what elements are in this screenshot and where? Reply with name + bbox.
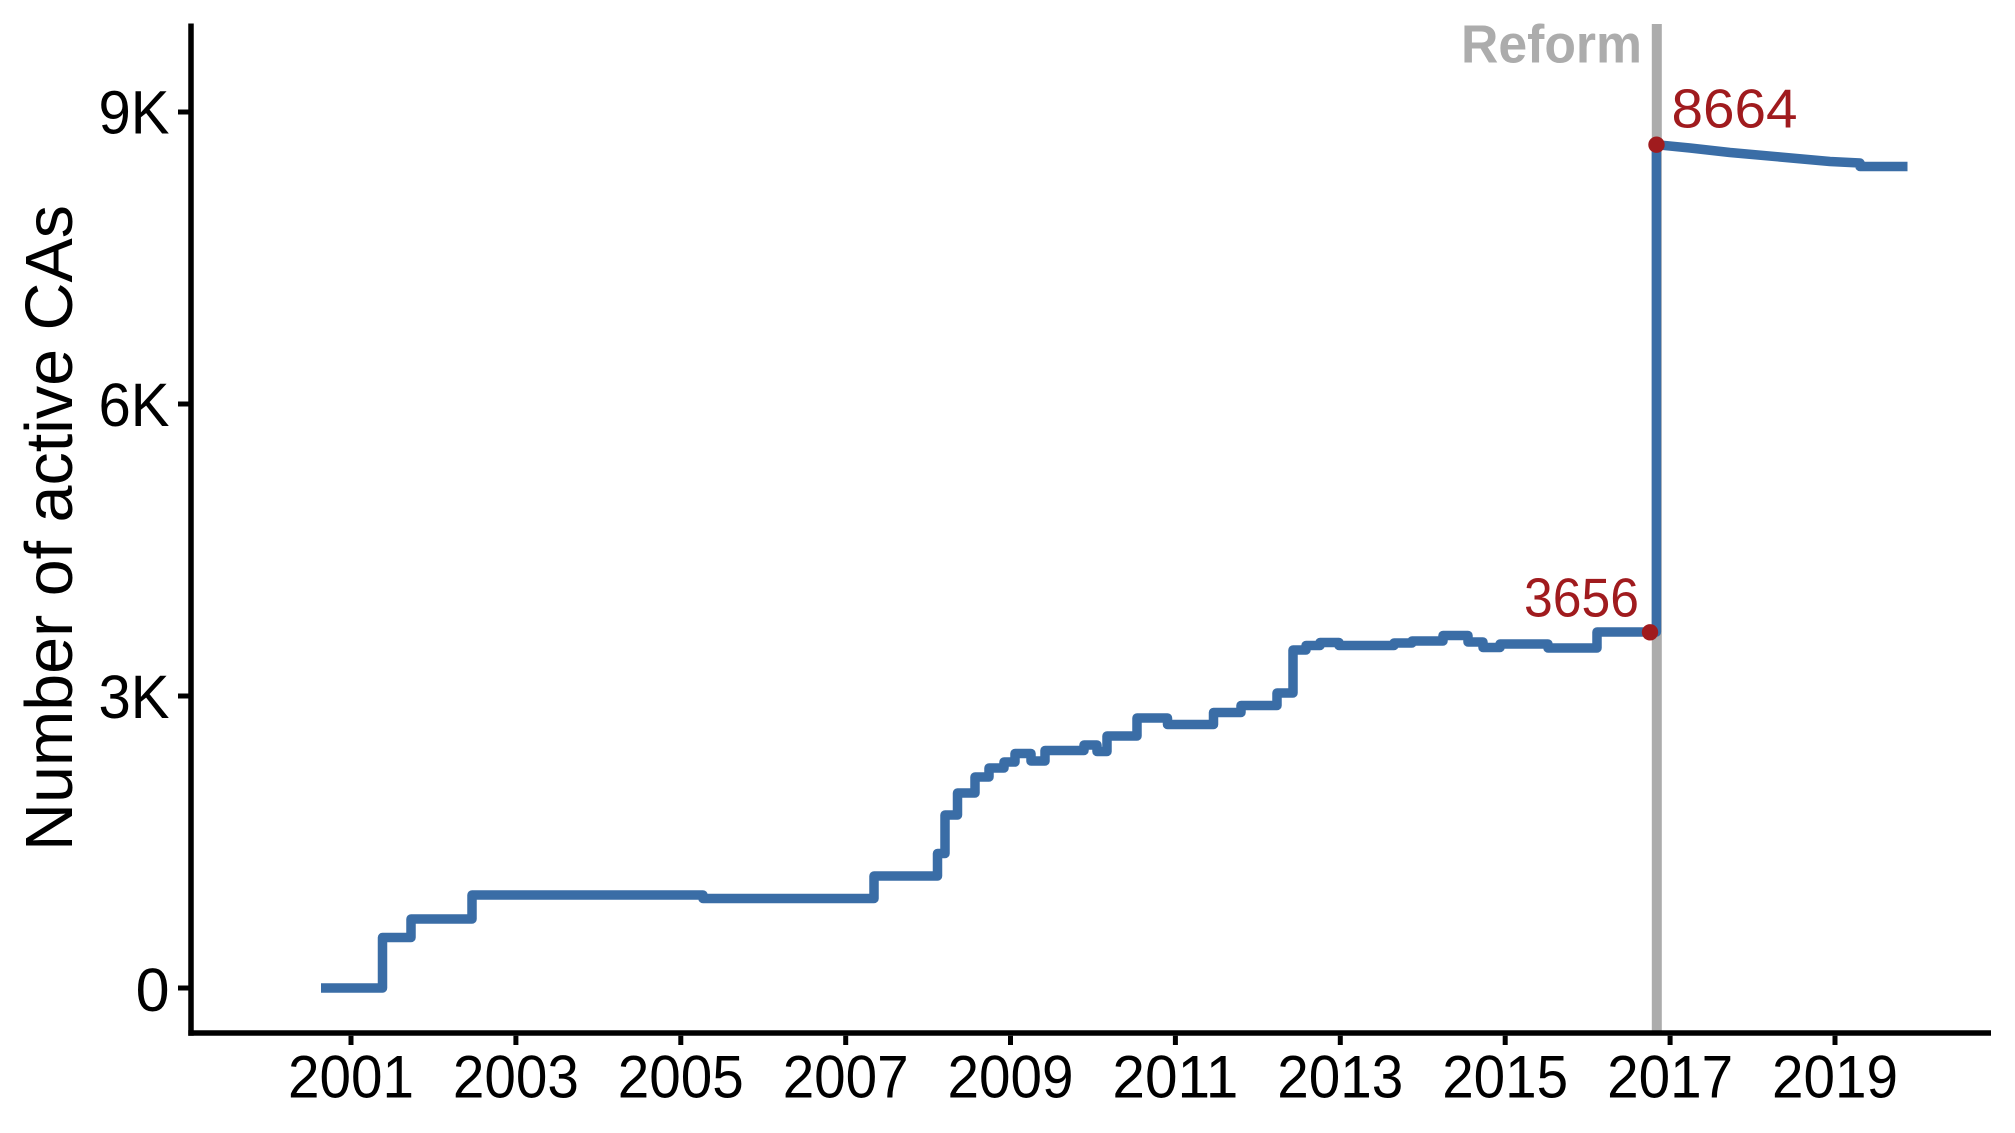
svg-text:Reform: Reform xyxy=(1461,15,1642,75)
svg-text:2009: 2009 xyxy=(948,1044,1074,1111)
svg-text:0: 0 xyxy=(136,956,170,1024)
svg-text:2011: 2011 xyxy=(1112,1044,1238,1111)
svg-text:8664: 8664 xyxy=(1672,78,1798,140)
svg-text:2013: 2013 xyxy=(1277,1044,1403,1111)
svg-text:2015: 2015 xyxy=(1442,1044,1568,1111)
svg-text:2001: 2001 xyxy=(288,1044,414,1111)
svg-text:2017: 2017 xyxy=(1607,1044,1733,1111)
svg-text:Number of active CAs: Number of active CAs xyxy=(12,205,87,851)
svg-text:3K: 3K xyxy=(99,663,170,731)
svg-text:2019: 2019 xyxy=(1772,1044,1898,1111)
svg-text:9K: 9K xyxy=(99,79,170,147)
svg-text:3656: 3656 xyxy=(1524,568,1639,629)
svg-text:2007: 2007 xyxy=(783,1044,909,1111)
svg-text:6K: 6K xyxy=(99,371,170,439)
svg-text:2003: 2003 xyxy=(453,1044,579,1111)
svg-text:2005: 2005 xyxy=(618,1044,744,1111)
